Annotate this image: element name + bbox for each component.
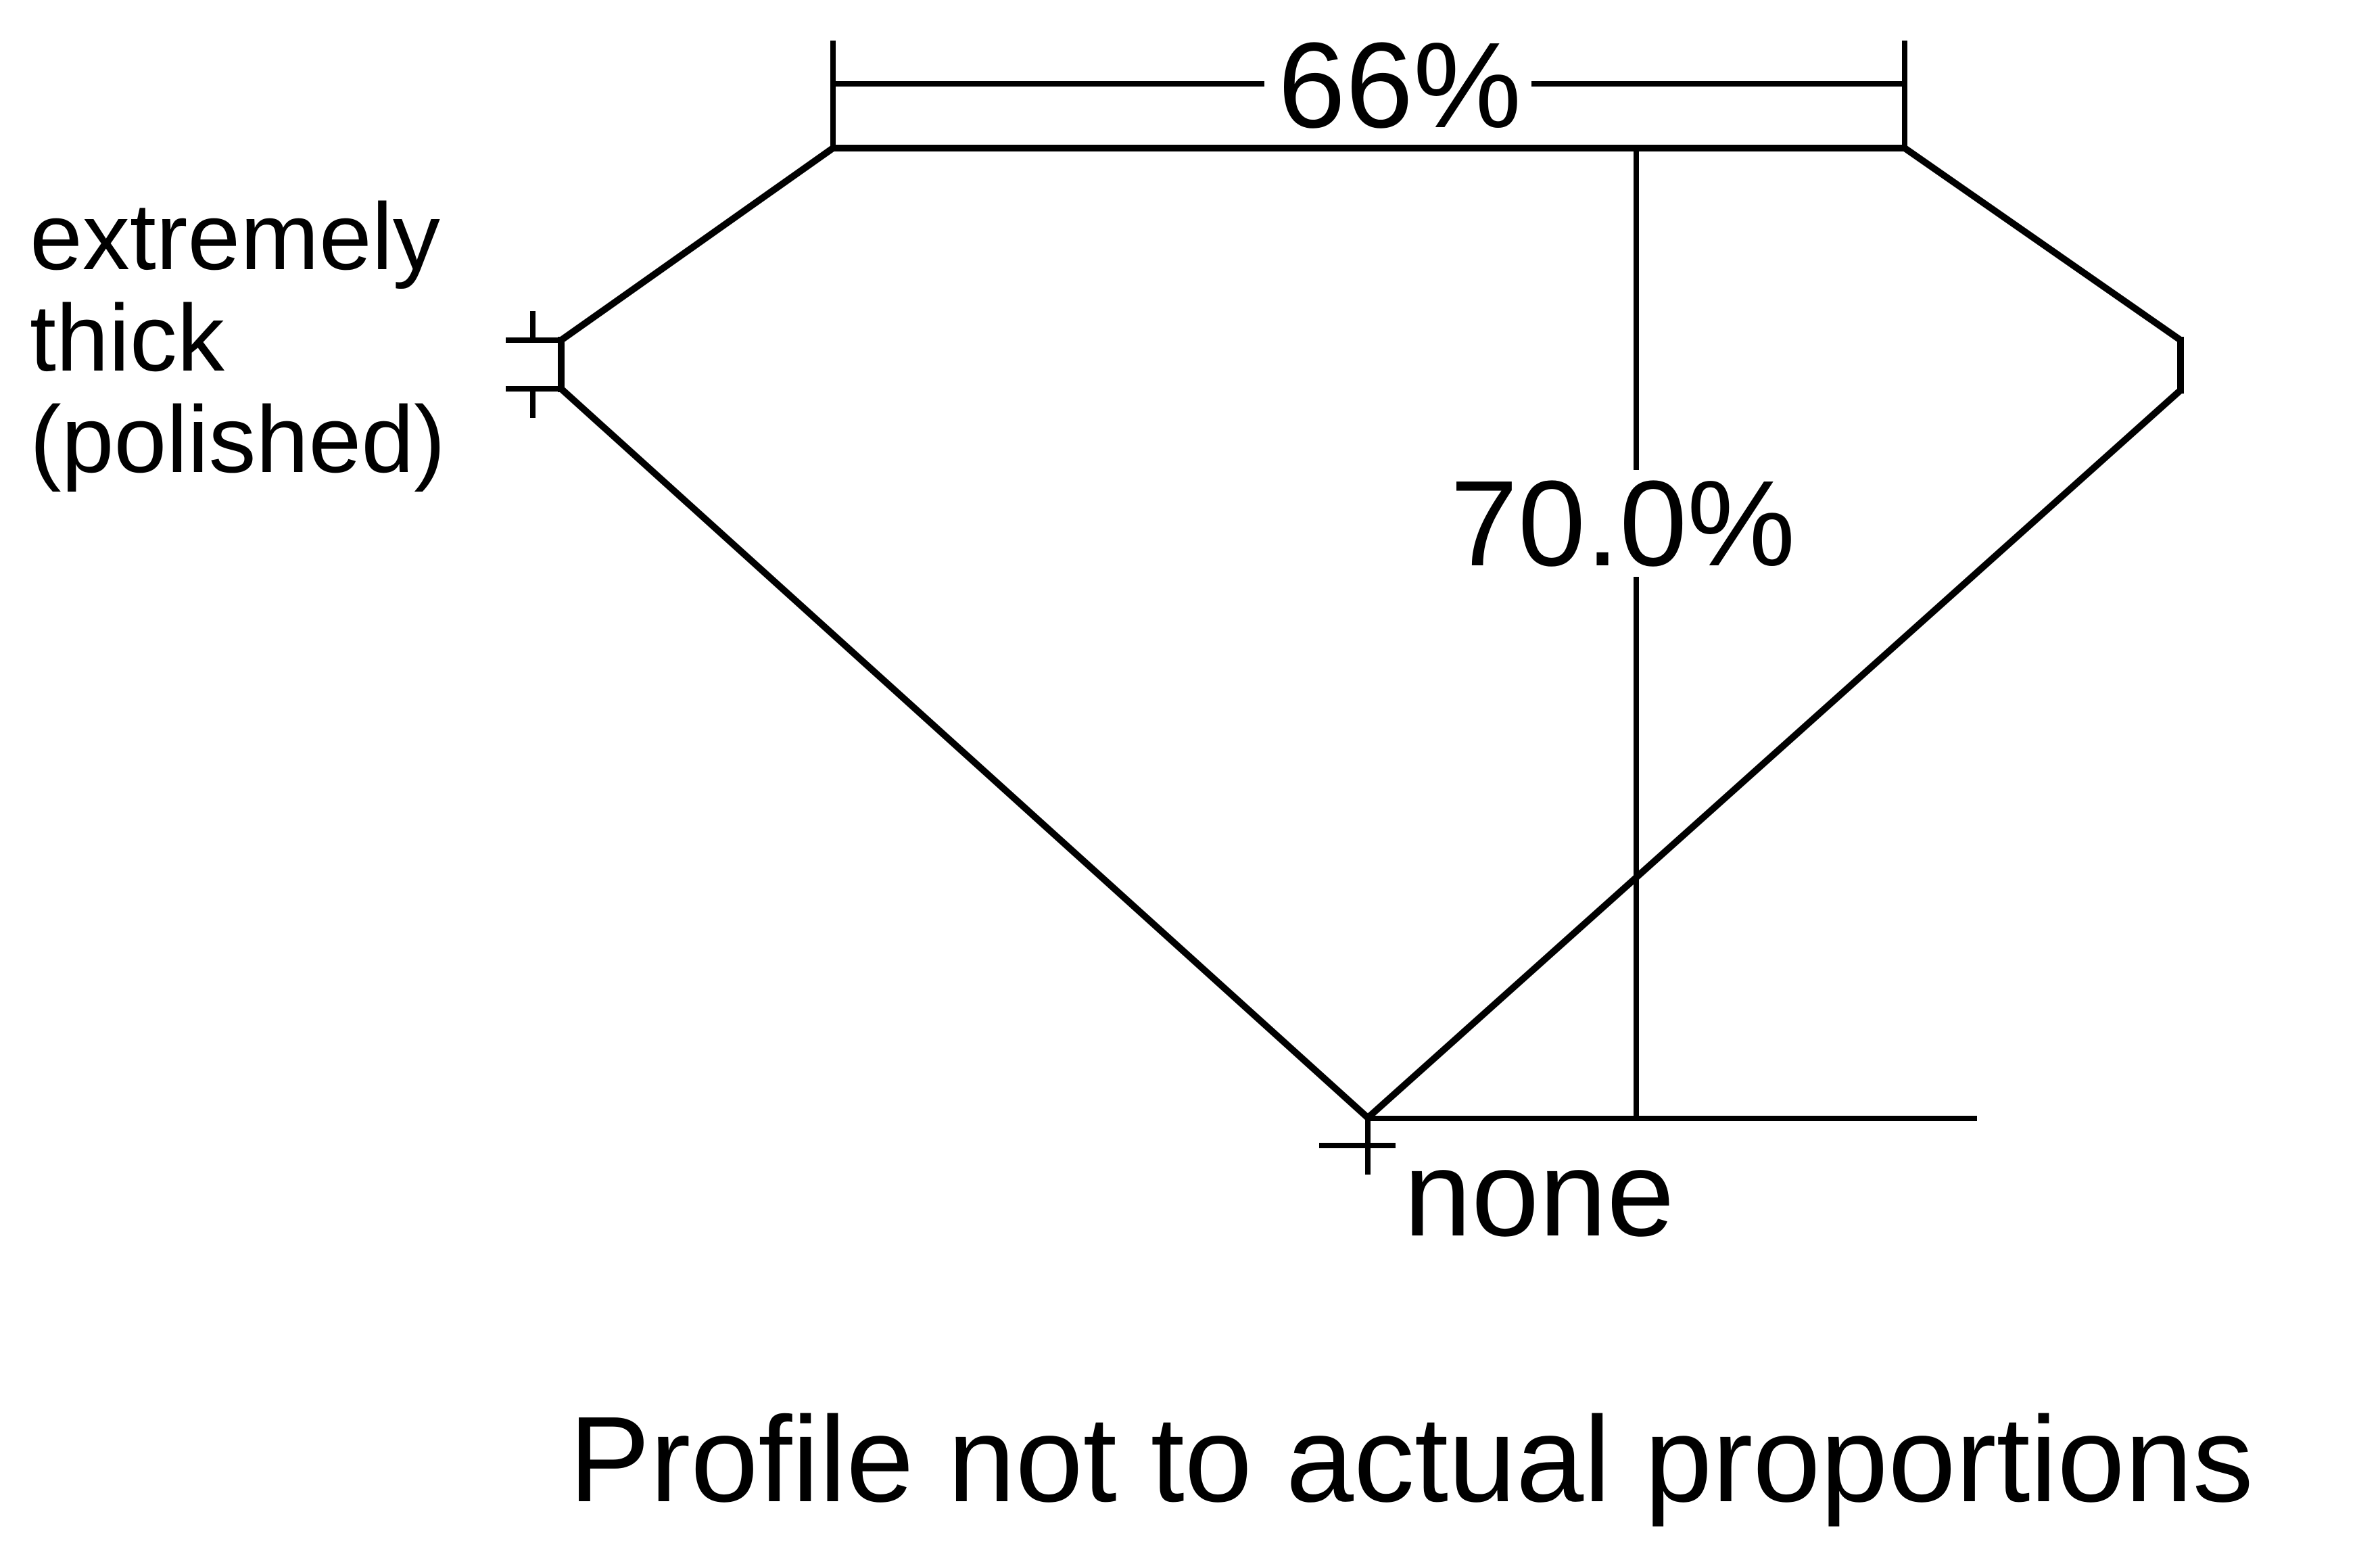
crown-facet-left: [559, 145, 835, 344]
measurement-lines-group: [506, 41, 1977, 1175]
culet-label: none: [1404, 1126, 1674, 1262]
girdle-label-line-1: extremely: [30, 183, 440, 289]
table-width-label: 66%: [1278, 18, 1521, 154]
profile-caption: Profile not to actual proportions: [569, 1392, 2253, 1528]
girdle-label-line-3: (polished): [30, 386, 446, 492]
diamond-outline-group: [558, 145, 2184, 1120]
pavilion-facet-left: [558, 386, 1371, 1120]
crown-facet-right: [1903, 145, 2183, 344]
depth-percentage-label: 70.0%: [1450, 456, 1795, 592]
labels-group: 66% 70.0% extremely thick (polished) non…: [30, 18, 2254, 1528]
pavilion-facet-right: [1365, 387, 2183, 1120]
girdle-label-line-2: thick: [30, 285, 225, 391]
